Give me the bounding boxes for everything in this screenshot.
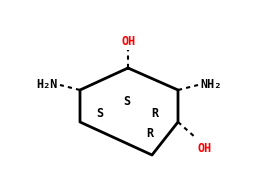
Text: H₂N: H₂N xyxy=(37,78,58,90)
Text: R: R xyxy=(146,127,154,140)
Text: R: R xyxy=(151,107,159,120)
Text: S: S xyxy=(123,95,131,108)
Text: OH: OH xyxy=(122,35,136,48)
Text: OH: OH xyxy=(198,142,212,155)
Text: S: S xyxy=(96,107,104,120)
Text: NH₂: NH₂ xyxy=(200,78,221,90)
